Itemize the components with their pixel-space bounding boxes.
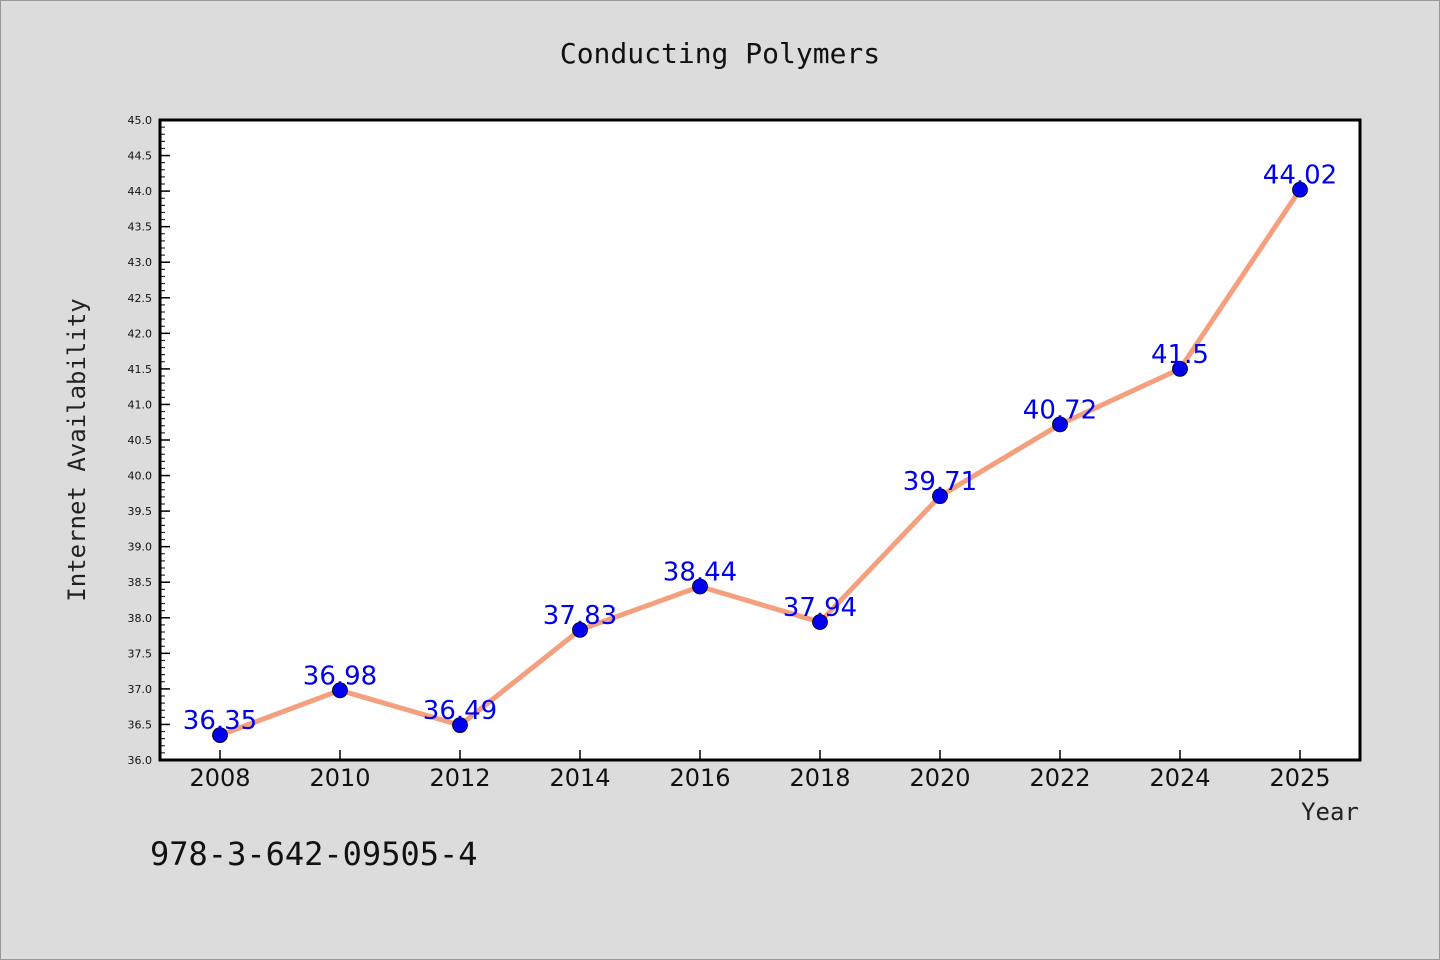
y-tick-label: 43.0 <box>128 256 153 269</box>
x-tick-label: 2025 <box>1269 764 1330 792</box>
data-point <box>692 578 708 595</box>
data-point <box>332 682 348 699</box>
y-tick-label: 42.0 <box>128 327 153 340</box>
y-tick-label: 38.5 <box>128 576 153 589</box>
y-tick-label: 43.5 <box>128 221 153 234</box>
data-label: 39.71 <box>903 467 977 497</box>
x-tick-label: 2020 <box>909 764 970 792</box>
data-point <box>812 614 828 630</box>
y-tick-label: 41.0 <box>128 398 153 411</box>
y-tick-label: 45.0 <box>128 114 153 127</box>
y-tick-label: 37.0 <box>128 683 153 696</box>
data-label: 37.83 <box>543 601 617 631</box>
data-point <box>932 488 948 505</box>
data-label: 44.02 <box>1263 161 1337 191</box>
y-tick-label: 39.5 <box>128 505 153 518</box>
x-tick-label: 2018 <box>789 764 850 792</box>
series-line <box>219 188 1303 738</box>
y-tick-label: 38.0 <box>128 612 153 625</box>
chart-title: Conducting Polymers <box>560 37 880 70</box>
data-point <box>1292 181 1308 198</box>
y-tick-label: 42.5 <box>128 292 153 305</box>
data-label: 36.35 <box>183 706 257 736</box>
data-label: 40.72 <box>1023 395 1097 425</box>
data-label: 37.94 <box>783 593 857 623</box>
y-tick-label: 40.0 <box>128 470 153 483</box>
data-labels: 36.35 36.98 36.49 37.83 38.44 37.94 39.71 40.72… <box>183 161 1337 736</box>
x-tick-labels: 2008 2010 2012 2014 2016 2018 2020 2022 2024 2025 <box>189 764 1330 792</box>
y-tick-label: 37.5 <box>128 647 153 660</box>
y-tick-label: 41.5 <box>128 363 153 376</box>
x-tick-label: 2024 <box>1149 764 1210 792</box>
footnote: 978-3-642-09505-4 <box>150 835 478 873</box>
y-tick-label: 44.5 <box>128 150 153 163</box>
y-tick-label: 44.0 <box>128 185 153 198</box>
data-point <box>1052 416 1068 433</box>
x-tick-label: 2010 <box>309 764 370 792</box>
data-label: 38.44 <box>663 557 737 587</box>
data-point <box>572 621 588 638</box>
x-tick-label: 2014 <box>549 764 610 792</box>
data-point <box>1172 360 1188 377</box>
data-point <box>452 717 468 734</box>
data-label: 36.98 <box>303 661 377 691</box>
y-tick-label: 39.0 <box>128 541 153 554</box>
x-tick-label: 2012 <box>429 764 490 792</box>
data-label: 36.49 <box>423 696 497 726</box>
y-tick-label: 40.5 <box>128 434 153 447</box>
y-axis-label: Internet Availability <box>63 298 91 601</box>
series-markers <box>212 181 1308 744</box>
x-tick-label: 2008 <box>189 764 250 792</box>
y-tick-label: 36.5 <box>128 718 153 731</box>
plot-area <box>160 120 1360 760</box>
y-tick-label: 36.0 <box>128 754 153 767</box>
data-label: 41.5 <box>1151 340 1209 370</box>
data-point <box>212 727 228 744</box>
x-tick-label: 2022 <box>1029 764 1090 792</box>
y-tick-labels: 36.0 36.5 37.0 37.5 38.0 38.5 39.0 39.5 40.0 40.5… <box>128 114 153 767</box>
plot-frame <box>158 118 1362 762</box>
x-tick-label: 2016 <box>669 764 730 792</box>
x-axis-label: Year <box>1301 798 1359 826</box>
